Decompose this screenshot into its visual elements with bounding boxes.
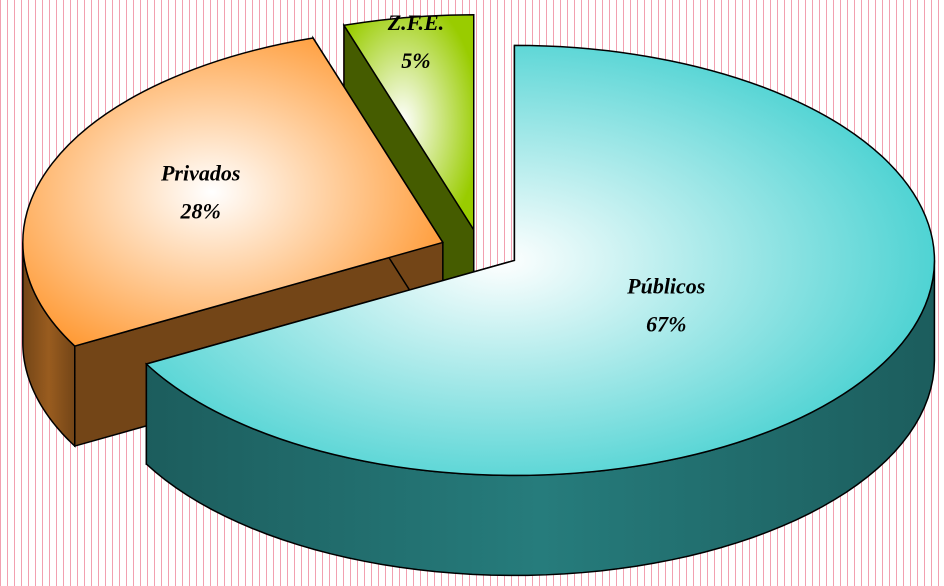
slice-top [22, 37, 444, 347]
slice-value-label: 67% [646, 311, 686, 336]
slice-value-label: 28% [180, 198, 221, 223]
slice-label: Privados [160, 160, 240, 185]
slice-value-label: 5% [401, 48, 430, 73]
slice-top [342, 14, 475, 233]
slice-label: Públicos [626, 273, 705, 298]
slice-top [144, 44, 936, 477]
slice [144, 44, 936, 577]
slice-label: Z.F.E. [387, 10, 444, 35]
